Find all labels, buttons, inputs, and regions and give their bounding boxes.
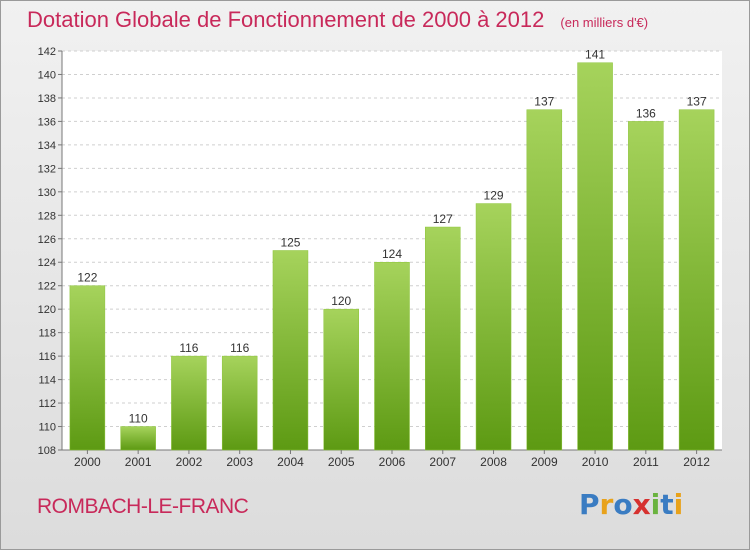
y-tick-label: 134 [38, 140, 56, 152]
bar-value-label: 137 [687, 95, 707, 109]
y-tick-label: 118 [38, 328, 56, 340]
x-tick-label: 2008 [480, 455, 507, 469]
logo-letter: x [632, 488, 651, 521]
y-tick-label: 138 [38, 93, 56, 105]
bar [374, 261, 410, 451]
logo-letter: P [579, 488, 600, 521]
bar [221, 355, 258, 451]
y-tick-label: 132 [38, 163, 56, 175]
bar-value-label: 136 [636, 106, 656, 120]
x-tick-label: 2010 [582, 455, 609, 469]
bar [475, 203, 512, 451]
x-tick-label: 2006 [379, 455, 406, 469]
logo-letter: t [660, 488, 674, 521]
bar [272, 250, 309, 451]
bar-value-label: 141 [585, 48, 605, 62]
logo-letter: i [650, 488, 661, 521]
y-tick-label: 116 [38, 351, 56, 363]
y-tick-label: 114 [38, 375, 56, 387]
bar [526, 109, 563, 451]
logo-letter: o [613, 488, 633, 521]
bar-value-label: 110 [129, 412, 148, 426]
title-text: Dotation Globale de Fonctionnement de 20… [27, 7, 545, 32]
x-tick-label: 2011 [633, 455, 659, 469]
bar-value-label: 137 [534, 95, 554, 109]
bar [678, 109, 715, 451]
bar [577, 62, 613, 451]
bar-value-label: 127 [433, 212, 453, 226]
x-tick-label: 2004 [277, 455, 304, 469]
chart-title: Dotation Globale de Fonctionnement de 20… [27, 7, 648, 33]
bar [425, 226, 461, 451]
y-tick-label: 126 [38, 234, 56, 246]
x-tick-label: 2007 [429, 455, 456, 469]
unit-label: (en milliers d'€) [560, 15, 649, 30]
x-tick-label: 2005 [328, 455, 355, 469]
y-tick-label: 130 [38, 187, 56, 199]
bar-value-label: 125 [280, 236, 300, 250]
bar-value-label: 116 [179, 341, 198, 355]
bar [120, 426, 156, 451]
x-tick-label: 2003 [226, 455, 253, 469]
y-tick-label: 128 [38, 210, 56, 222]
y-tick-label: 140 [38, 69, 56, 81]
bar-value-label: 129 [484, 189, 504, 203]
x-tick-label: 2009 [531, 455, 558, 469]
y-tick-label: 112 [38, 398, 56, 410]
bar-value-label: 124 [382, 247, 402, 261]
bar [323, 308, 359, 451]
y-tick-label: 108 [38, 445, 56, 457]
y-tick-label: 120 [38, 304, 56, 316]
y-tick-label: 124 [38, 257, 56, 269]
bar [628, 121, 664, 451]
proxiti-logo: Proxiti [579, 488, 683, 521]
bar-value-label: 116 [230, 341, 249, 355]
bar-value-label: 120 [331, 294, 351, 308]
y-tick-label: 136 [38, 116, 56, 128]
y-tick-label: 110 [38, 422, 56, 434]
x-tick-label: 2002 [176, 455, 203, 469]
logo-letter: i [673, 488, 684, 521]
commune-name: ROMBACH-LE-FRANC [37, 495, 249, 518]
y-tick-label: 142 [38, 46, 56, 58]
x-tick-label: 2012 [683, 455, 710, 469]
bar-value-label: 122 [77, 271, 97, 285]
logo-letter: r [599, 488, 614, 521]
bar [171, 355, 207, 451]
x-tick-label: 2000 [74, 455, 101, 469]
x-tick-label: 2001 [125, 455, 152, 469]
y-tick-label: 122 [38, 281, 56, 293]
bar [69, 285, 106, 451]
